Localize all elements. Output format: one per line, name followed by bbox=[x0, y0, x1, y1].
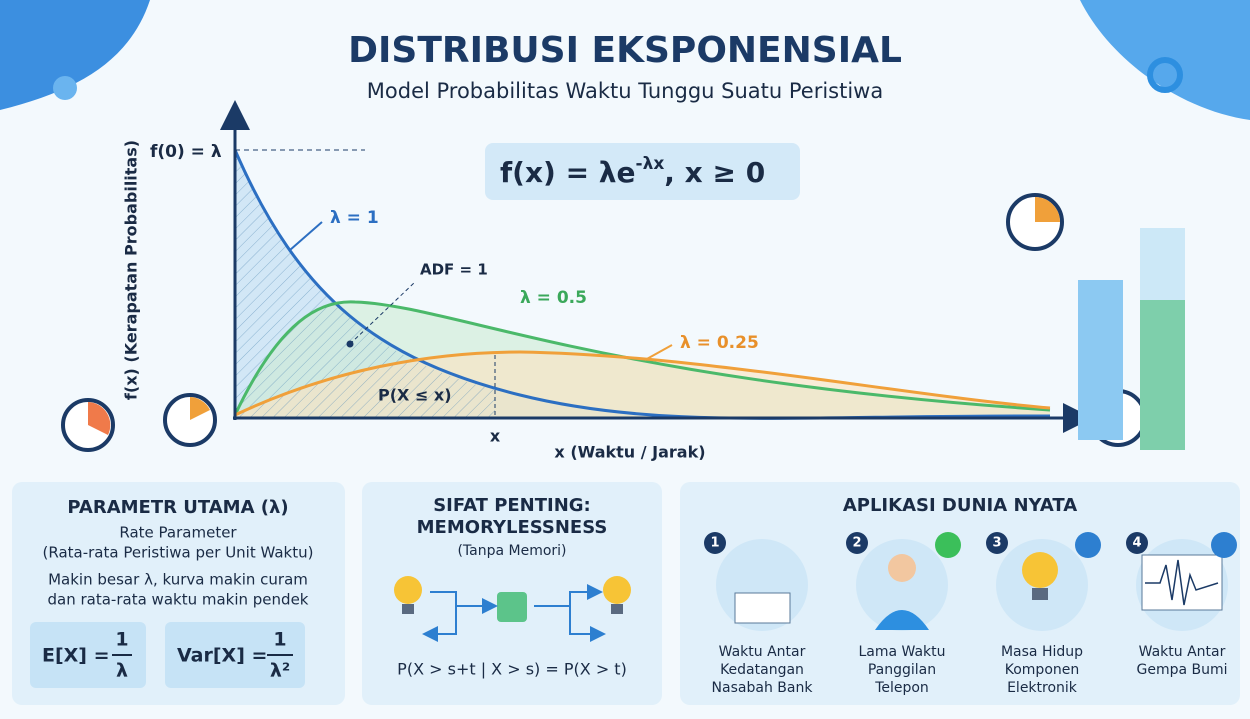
label: Masa Hidup bbox=[1001, 644, 1083, 660]
label: Komponen bbox=[1005, 662, 1080, 678]
curve-lambda-025 bbox=[234, 350, 1051, 417]
panel-title: MEMORYLESSNESS bbox=[417, 517, 608, 538]
label: 4 bbox=[1132, 536, 1141, 551]
panel bbox=[680, 482, 1240, 705]
bulb bbox=[394, 576, 422, 614]
dot bbox=[346, 340, 354, 348]
formula: f(x) = λe-λx, x ≥ 0 bbox=[500, 154, 765, 189]
label: 3 bbox=[992, 536, 1001, 551]
panel-text: (Rata-rata Peristiwa per Unit Waktu) bbox=[43, 544, 314, 562]
label: Kedatangan bbox=[720, 662, 804, 678]
leader bbox=[644, 344, 673, 361]
formula: E[X] = bbox=[42, 645, 110, 667]
formula-part: -λx bbox=[636, 154, 665, 174]
area-note: ADF = 1 bbox=[420, 261, 488, 279]
arrow bbox=[569, 606, 606, 642]
numerator: 1 bbox=[115, 629, 128, 651]
app-item: 3 Masa Hidup Komponen Elektronik bbox=[986, 532, 1101, 696]
cdf-label: P(X ≤ x) bbox=[378, 386, 452, 405]
formula: Var[X] = bbox=[177, 645, 267, 667]
x-axis-label: x (Waktu / Jarak) bbox=[554, 443, 705, 462]
curve-lambda-05 bbox=[233, 300, 1051, 416]
label: 1 bbox=[710, 536, 719, 551]
label: Lama Waktu bbox=[858, 644, 945, 660]
title: DISTRIBUSI EKSPONENSIAL bbox=[348, 30, 902, 71]
deco bbox=[53, 76, 77, 100]
label: Gempa Bumi bbox=[1136, 662, 1227, 678]
subtitle: Model Probabilitas Waktu Tunggu Suatu Pe… bbox=[367, 79, 883, 103]
label: Waktu Antar bbox=[1139, 644, 1226, 660]
bar-deco bbox=[1140, 300, 1185, 450]
curve-label: λ = 0.25 bbox=[680, 333, 759, 353]
label: 2 bbox=[852, 536, 861, 551]
memoryless-formula: P(X > s+t | X > s) = P(X > t) bbox=[397, 660, 627, 679]
arrow bbox=[430, 591, 498, 614]
panel-title: PARAMETR UTAMA (λ) bbox=[67, 497, 288, 518]
y-axis-label: f(x) (Kerapatan Probabilitas) bbox=[122, 140, 141, 400]
panel-text: (Tanpa Memori) bbox=[457, 543, 566, 559]
app-item: 1 Waktu Antar Kedatangan Nasabah Bank bbox=[704, 532, 813, 696]
leader bbox=[289, 221, 323, 251]
stopwatch bbox=[163, 393, 217, 447]
denominator: λ bbox=[116, 660, 128, 682]
battery bbox=[497, 592, 527, 622]
panel-text: Makin besar λ, kurva makin curam bbox=[48, 571, 308, 589]
leader bbox=[349, 281, 416, 345]
stopwatch bbox=[1006, 193, 1064, 251]
label: Panggilan bbox=[868, 662, 936, 678]
panel-text: Rate Parameter bbox=[119, 524, 237, 542]
panel-title: APLIKASI DUNIA NYATA bbox=[843, 495, 1077, 516]
x-marker: x bbox=[490, 427, 501, 446]
label: Nasabah Bank bbox=[712, 680, 814, 696]
denominator: λ² bbox=[270, 660, 290, 682]
formula-box bbox=[30, 622, 146, 688]
numerator: 1 bbox=[273, 629, 286, 651]
label: Waktu Antar bbox=[719, 644, 806, 660]
formula-part: f(x) = λe bbox=[500, 156, 636, 189]
bar-deco bbox=[1078, 280, 1123, 440]
panel-title: SIFAT PENTING: bbox=[433, 495, 591, 516]
formula-part: , x ≥ 0 bbox=[664, 156, 765, 189]
arrow bbox=[534, 584, 603, 607]
arrow bbox=[422, 606, 457, 642]
deco bbox=[1147, 57, 1183, 93]
corner-blob bbox=[0, 0, 150, 110]
stopwatch bbox=[61, 398, 115, 452]
panel-text: dan rata-rata waktu makin pendek bbox=[48, 591, 309, 609]
curve-label: λ = 0.5 bbox=[520, 288, 587, 308]
cdf-area bbox=[235, 150, 495, 418]
bulb bbox=[603, 576, 631, 614]
curve-label: λ = 1 bbox=[330, 208, 379, 228]
formula-box bbox=[165, 622, 305, 688]
app-item: 2 Lama Waktu Panggilan Telepon bbox=[846, 532, 961, 696]
formula-box bbox=[485, 143, 800, 200]
label: Elektronik bbox=[1007, 680, 1078, 696]
app-item: 4 Waktu Antar Gempa Bumi bbox=[1126, 532, 1237, 678]
intercept-label: f(0) = λ bbox=[150, 142, 222, 162]
label: Telepon bbox=[874, 680, 929, 696]
